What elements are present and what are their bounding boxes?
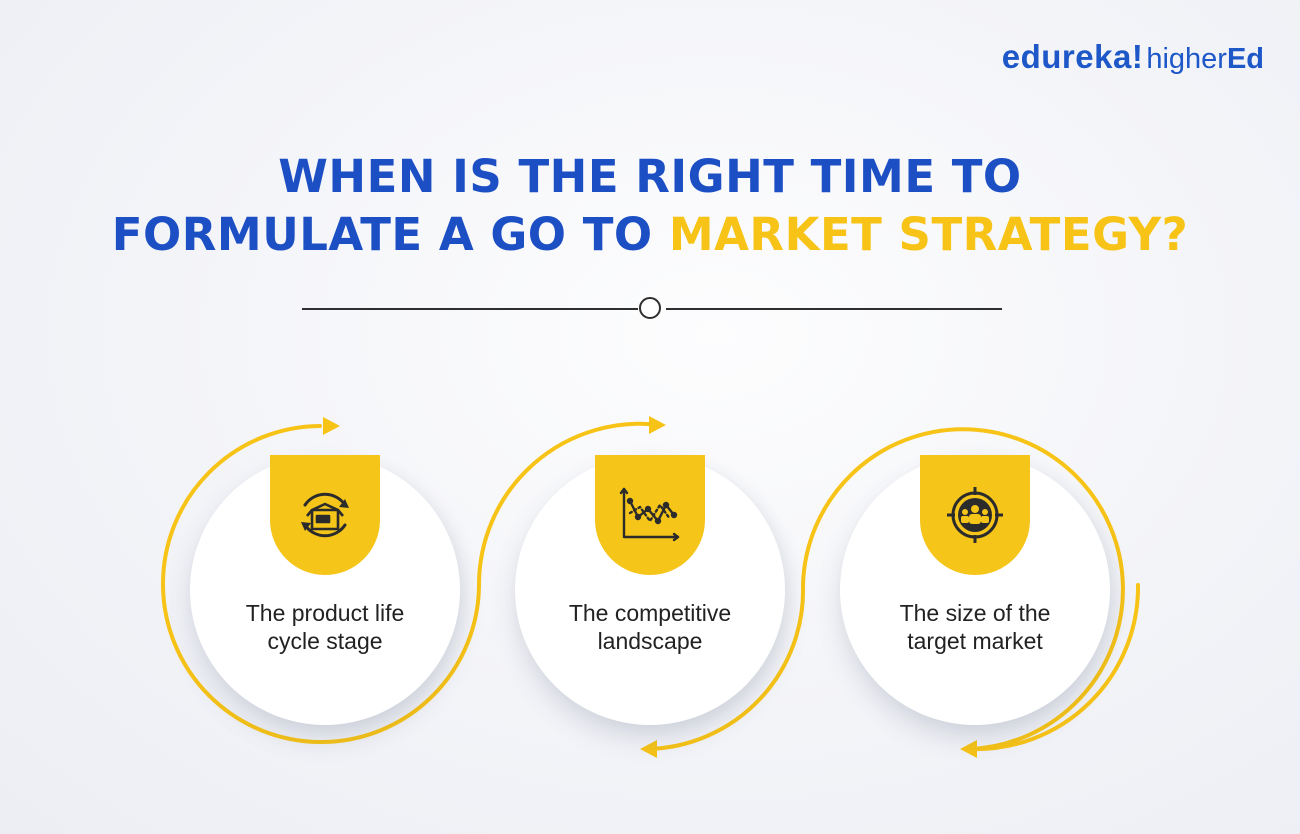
title-line-1: WHEN IS THE RIGHT TIME TO	[278, 150, 1022, 203]
cycle-arc-2	[476, 421, 662, 587]
product-box-cycle-icon	[301, 492, 349, 538]
divider-knob	[639, 297, 661, 319]
card-badge	[920, 455, 1030, 575]
cycle-arrowhead-1	[323, 417, 340, 435]
title-highlight: MARKET STRATEGY?	[668, 208, 1189, 261]
brand-suffix-bold: Ed	[1226, 43, 1264, 75]
card-label: The competitive landscape	[568, 600, 732, 654]
card-label: The product life cycle stage	[245, 600, 405, 654]
card-badge	[270, 455, 380, 575]
divider-line-left	[302, 308, 638, 310]
cycle-arrowhead-3	[640, 740, 657, 758]
page-title: WHEN IS THE RIGHT TIME TO FORMULATE A GO…	[0, 148, 1300, 264]
card-target-market: The size of the target market	[840, 455, 1110, 725]
cycle-arrowhead-2	[649, 416, 666, 434]
card-competitive-landscape: The competitive landscape	[515, 455, 785, 725]
cycle-arc-1	[161, 424, 481, 744]
cycle-arrowhead-4	[960, 740, 977, 758]
brand-suffix: higher	[1146, 43, 1227, 75]
card-product-life-cycle: The product life cycle stage	[190, 455, 460, 725]
divider-line-right	[666, 308, 1002, 310]
target-audience-icon	[947, 487, 1003, 543]
title-divider	[302, 297, 1002, 321]
card-badge	[595, 455, 705, 575]
card-label: The size of the target market	[899, 600, 1051, 654]
line-chart-icon	[619, 487, 680, 542]
brand-logo: edureka! higher Ed	[1002, 38, 1264, 76]
cycle-arc-4	[801, 427, 1125, 751]
title-line-2-prefix: FORMULATE A GO TO	[111, 208, 669, 261]
brand-name: edureka!	[1001, 38, 1144, 75]
cycle-arc-3	[647, 583, 806, 751]
cycle-arc-5	[969, 583, 1141, 752]
